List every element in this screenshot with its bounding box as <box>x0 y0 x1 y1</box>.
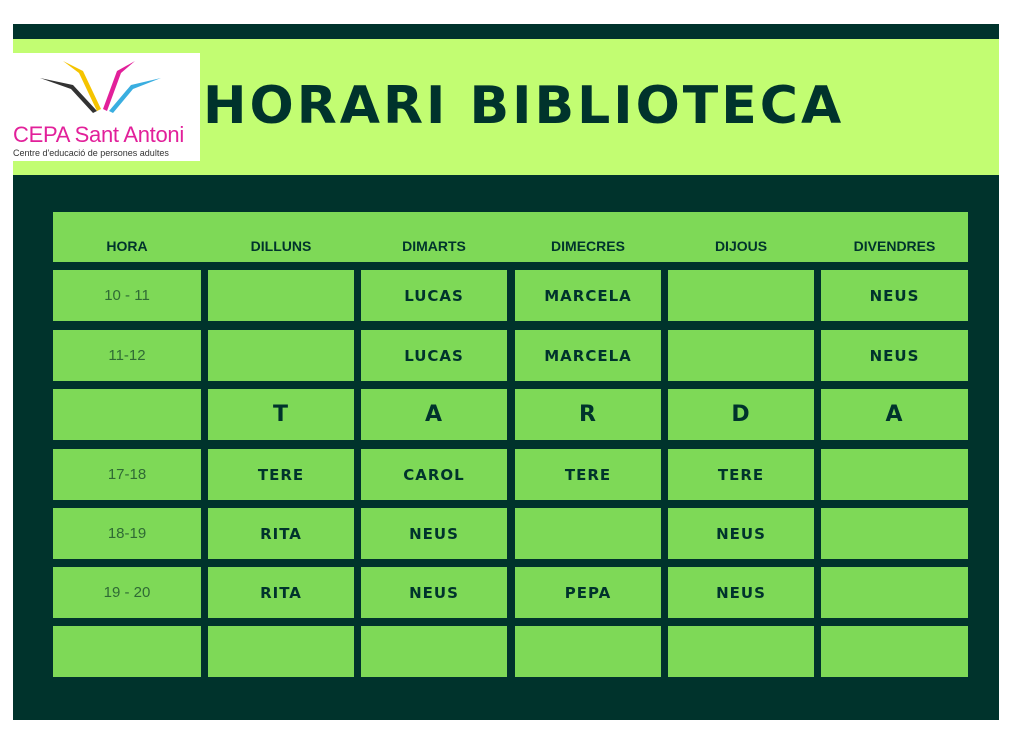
schedule-cell: NEUS <box>821 330 968 381</box>
schedule-cell: TERE <box>515 449 661 500</box>
schedule-cell <box>515 508 661 559</box>
schedule-cell: TERE <box>668 449 814 500</box>
schedule-cell: NEUS <box>668 567 814 618</box>
schedule-cell <box>821 449 968 500</box>
schedule-cell: MARCELA <box>515 270 661 321</box>
time-cell: 11-12 <box>53 330 201 381</box>
schedule-cell <box>361 626 507 677</box>
schedule-cell: RITA <box>208 508 354 559</box>
column-header: DILLUNS <box>250 238 312 254</box>
schedule-cell <box>208 270 354 321</box>
logo-wings-icon <box>40 61 161 113</box>
logo-subtitle: Centre d'educació de persones adultes <box>13 148 169 158</box>
time-cell <box>53 389 201 440</box>
time-cell: 10 - 11 <box>53 270 201 321</box>
schedule-cell: NEUS <box>821 270 968 321</box>
schedule-cell: LUCAS <box>361 330 507 381</box>
column-header: DIJOUS <box>714 238 768 254</box>
column-header: DIVENDRES <box>853 238 936 254</box>
schedule-cell: LUCAS <box>361 270 507 321</box>
schedule-cell <box>821 567 968 618</box>
time-cell <box>53 626 201 677</box>
schedule-cell <box>208 330 354 381</box>
schedule-cell <box>668 270 814 321</box>
schedule-cell: NEUS <box>361 567 507 618</box>
page-title: HORARI BIBLIOTECA <box>203 76 845 136</box>
schedule-cell: D <box>668 389 814 440</box>
schedule-cell: A <box>361 389 507 440</box>
schedule-cell <box>668 626 814 677</box>
schedule-cell: NEUS <box>668 508 814 559</box>
schedule-cell: A <box>821 389 968 440</box>
schedule-cell: NEUS <box>361 508 507 559</box>
schedule-cell <box>821 508 968 559</box>
schedule-cell <box>208 626 354 677</box>
schedule-cell: T <box>208 389 354 440</box>
schedule-cell: RITA <box>208 567 354 618</box>
column-header: DIMARTS <box>402 238 466 254</box>
schedule-cell <box>515 626 661 677</box>
schedule-cell: TERE <box>208 449 354 500</box>
column-header: DIMECRES <box>551 238 625 254</box>
schedule-cell: R <box>515 389 661 440</box>
column-header: HORA <box>106 238 148 254</box>
time-cell: 18-19 <box>53 508 201 559</box>
time-cell: 17-18 <box>53 449 201 500</box>
schedule-cell: CAROL <box>361 449 507 500</box>
logo: CEPA Sant Antoni Centre d'educació de pe… <box>13 53 200 161</box>
schedule-cell: MARCELA <box>515 330 661 381</box>
table-header: HORA DILLUNS DIMARTS DIMECRES DIJOUS DIVENDRE… <box>53 212 968 262</box>
schedule-cell <box>821 626 968 677</box>
schedule-cell <box>668 330 814 381</box>
logo-name: CEPA Sant Antoni <box>13 122 184 147</box>
schedule-cell: PEPA <box>515 567 661 618</box>
time-cell: 19 - 20 <box>53 567 201 618</box>
